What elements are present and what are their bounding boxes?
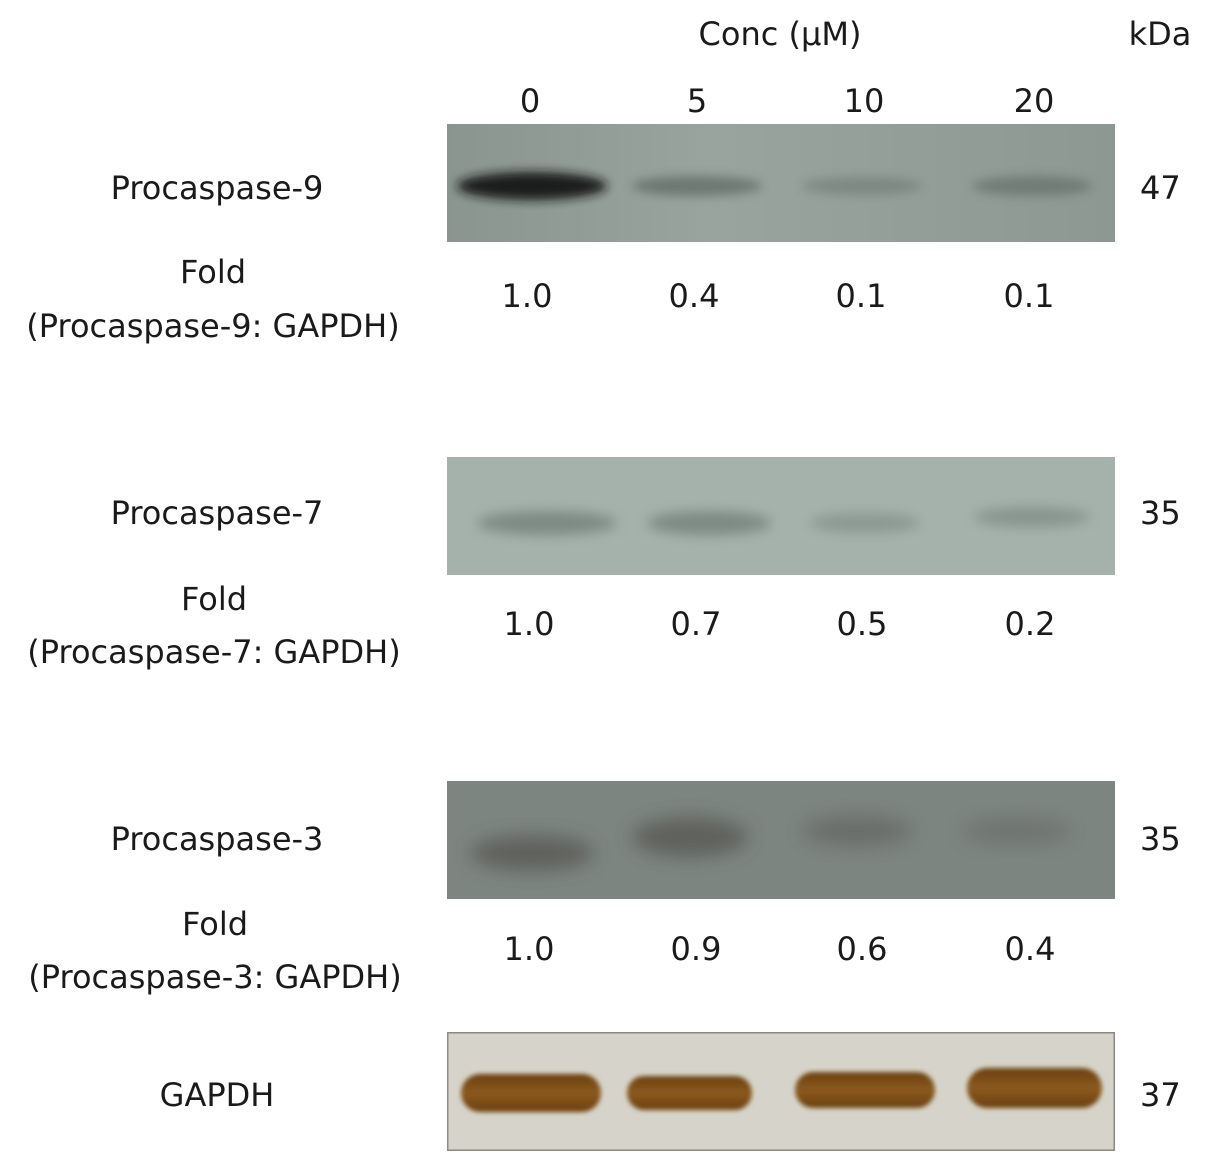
band-procaspase-7-lane-10 xyxy=(810,513,920,533)
band-gapdh-lane-20 xyxy=(967,1068,1102,1108)
fold-value-procaspase-7-lane-0: 1.0 xyxy=(503,605,555,643)
fold-value-procaspase-9-lane-0: 1.0 xyxy=(501,277,553,315)
kda-value-procaspase-7: 35 xyxy=(1140,494,1181,532)
band-procaspase-3-lane-10 xyxy=(802,815,912,847)
fold-value-procaspase-9-lane-5: 0.4 xyxy=(668,277,720,315)
fold-sublabel-procaspase-9: (Procaspase-9: GAPDH) xyxy=(26,307,400,345)
blot-procaspase-9 xyxy=(447,124,1115,242)
lane-label-10: 10 xyxy=(843,82,885,120)
band-gapdh-lane-10 xyxy=(795,1072,935,1108)
band-procaspase-9-lane-0 xyxy=(457,172,607,200)
kda-value-procaspase-3: 35 xyxy=(1140,820,1181,858)
kda-value-procaspase-9: 47 xyxy=(1140,169,1181,207)
lane-label-20: 20 xyxy=(1013,82,1055,120)
fold-label-procaspase-3: Fold xyxy=(181,905,249,943)
protein-label-procaspase-3: Procaspase-3 xyxy=(110,820,324,858)
blot-procaspase-7 xyxy=(447,457,1115,575)
concentration-axis-title: Conc (μM) xyxy=(698,15,862,53)
band-procaspase-7-lane-5 xyxy=(647,511,771,535)
lane-label-5: 5 xyxy=(686,82,708,120)
band-procaspase-9-lane-10 xyxy=(802,177,922,195)
protein-label-procaspase-9: Procaspase-9 xyxy=(110,169,324,207)
fold-label-procaspase-9: Fold xyxy=(179,253,247,291)
fold-value-procaspase-3-lane-10: 0.6 xyxy=(836,930,888,968)
band-procaspase-3-lane-20 xyxy=(962,817,1072,845)
fold-value-procaspase-7-lane-10: 0.5 xyxy=(836,605,888,643)
fold-sublabel-procaspase-7: (Procaspase-7: GAPDH) xyxy=(27,633,401,671)
protein-label-procaspase-7: Procaspase-7 xyxy=(110,494,324,532)
band-gapdh-lane-0 xyxy=(461,1074,601,1112)
blot-procaspase-3 xyxy=(447,781,1115,899)
fold-value-procaspase-3-lane-5: 0.9 xyxy=(670,930,722,968)
fold-value-procaspase-7-lane-20: 0.2 xyxy=(1004,605,1056,643)
fold-value-procaspase-9-lane-10: 0.1 xyxy=(835,277,887,315)
kda-axis-title: kDa xyxy=(1128,15,1192,53)
protein-label-gapdh: GAPDH xyxy=(159,1076,275,1114)
fold-label-procaspase-7: Fold xyxy=(180,580,248,618)
kda-value-gapdh: 37 xyxy=(1140,1076,1181,1114)
fold-value-procaspase-9-lane-20: 0.1 xyxy=(1003,277,1055,315)
band-procaspase-7-lane-0 xyxy=(477,511,617,535)
band-procaspase-7-lane-20 xyxy=(974,507,1090,527)
band-procaspase-9-lane-5 xyxy=(632,176,762,196)
blot-gapdh xyxy=(447,1032,1115,1151)
fold-value-procaspase-3-lane-0: 1.0 xyxy=(503,930,555,968)
fold-value-procaspase-7-lane-5: 0.7 xyxy=(670,605,722,643)
fold-value-procaspase-3-lane-20: 0.4 xyxy=(1004,930,1056,968)
band-procaspase-3-lane-0 xyxy=(470,835,594,871)
lane-label-0: 0 xyxy=(519,82,541,120)
band-procaspase-9-lane-20 xyxy=(972,176,1092,196)
fold-sublabel-procaspase-3: (Procaspase-3: GAPDH) xyxy=(28,958,402,996)
band-procaspase-3-lane-5 xyxy=(632,817,748,857)
band-gapdh-lane-5 xyxy=(627,1076,752,1110)
